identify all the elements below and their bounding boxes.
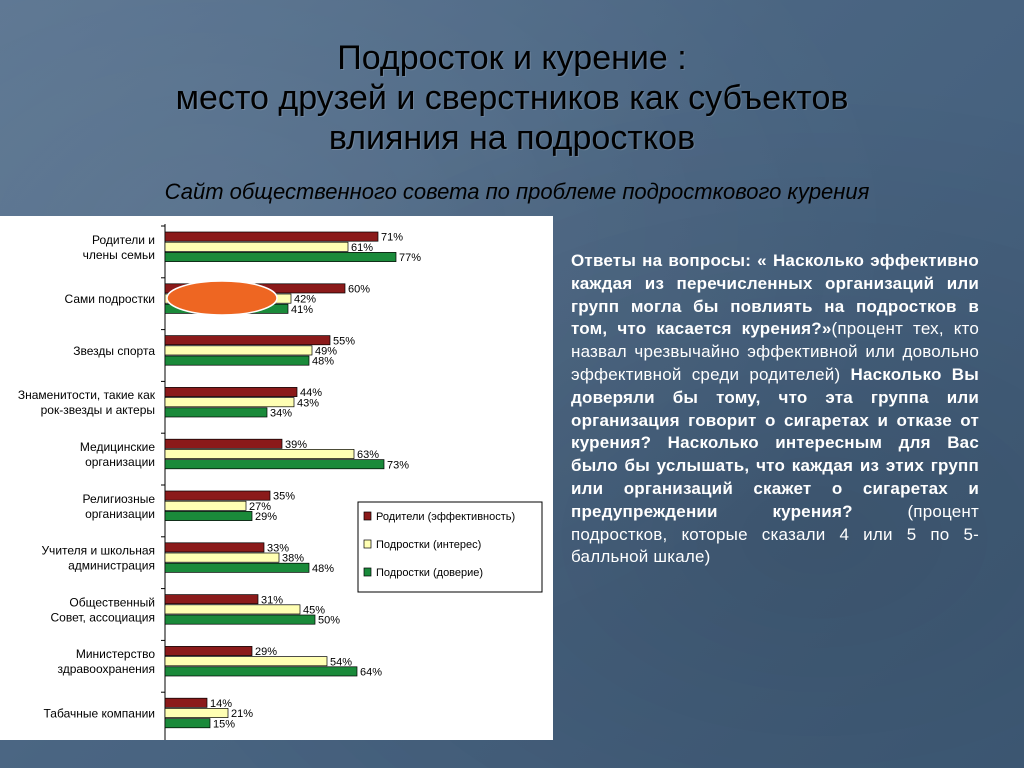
legend-swatch [363, 511, 372, 521]
legend-label: Родители (эффективность) [376, 511, 515, 523]
data-label: 42% [294, 294, 316, 306]
bar [164, 438, 283, 449]
bar [164, 718, 211, 729]
data-label: 55% [333, 335, 355, 347]
legend-label: Подростки (интерес) [376, 539, 481, 551]
highlight-ellipse [166, 280, 278, 316]
question-1-note: (процент тех, кто назвал чрезвычайно эфф… [571, 319, 980, 384]
category-label: Табачные компании [44, 707, 156, 721]
data-label: 54% [330, 656, 352, 668]
data-label: 21% [231, 708, 253, 720]
data-label: 29% [255, 646, 277, 658]
bar [164, 511, 253, 521]
question-2: Насколько Вы доверяли бы тому, что эта г… [571, 364, 979, 521]
category-label: Министерство [76, 647, 155, 661]
bar [164, 241, 349, 252]
data-label: 60% [348, 284, 370, 296]
data-label: 63% [357, 449, 379, 461]
bar [164, 697, 208, 708]
bar [164, 407, 268, 418]
category-label: Медицинские [80, 440, 155, 454]
bar [164, 490, 271, 501]
bar [164, 552, 280, 563]
title-line-1: Подросток и курение : [337, 39, 687, 77]
answers-lead: Ответы на вопросы: « [571, 251, 767, 270]
category-label: администрация [68, 559, 155, 573]
bar [164, 387, 298, 397]
data-label: 50% [318, 615, 340, 627]
category-label: здравоохранения [57, 662, 155, 676]
bar [164, 355, 310, 366]
data-label: 31% [261, 594, 283, 606]
category-label: организации [85, 507, 155, 521]
data-label: 64% [360, 667, 382, 679]
slide-title: Подросток и курение : место друзей и све… [0, 38, 1024, 158]
data-label: 33% [267, 543, 289, 555]
data-label: 38% [282, 553, 304, 565]
chart-panel: Родители и члены семьи 71% 61% 77% Сами подро… [0, 216, 553, 740]
legend-swatch [363, 539, 372, 549]
category-label: Звезды спорта [73, 344, 155, 358]
data-label: 27% [249, 501, 271, 513]
question-1: Насколько эффективно каждая из перечисле… [571, 251, 979, 339]
bar [164, 656, 328, 667]
question-2-note: (процент подростков, которые сказали 4 и… [571, 501, 979, 567]
data-label: 49% [315, 346, 337, 358]
bar [164, 604, 301, 615]
category-label: организации [85, 455, 155, 469]
category-label: Совет, ассоциация [51, 610, 156, 624]
category-label: Родители и [92, 233, 155, 247]
title-line-3: влияния на подростков [328, 119, 696, 157]
data-label: 14% [210, 698, 232, 710]
data-label: 29% [255, 511, 277, 523]
legend-swatch [363, 567, 372, 577]
data-label: 48% [312, 356, 334, 368]
bar [164, 500, 247, 511]
data-label: 35% [273, 491, 295, 503]
bar [164, 614, 316, 625]
category-label: члены семьи [83, 248, 155, 262]
bar [164, 449, 355, 459]
data-label: 44% [300, 387, 322, 399]
category-label: Учителя и школьная [41, 544, 155, 558]
category-label: рок-звезды и актеры [41, 403, 155, 417]
data-label: 34% [270, 408, 292, 420]
data-label: 15% [213, 718, 235, 730]
data-label: 41% [291, 304, 313, 316]
bar [164, 646, 253, 656]
bar [164, 231, 379, 242]
data-label: 73% [387, 459, 409, 471]
data-label: 45% [303, 605, 325, 617]
category-label: Сами подростки [65, 292, 155, 306]
category-label: Общественный [69, 595, 155, 609]
bar [164, 542, 265, 553]
title-line-2: место друзей и сверстников как субъектов [175, 79, 849, 117]
slide-subtitle: Сайт общественного совета по проблеме по… [164, 179, 870, 204]
data-label: 43% [297, 397, 319, 409]
legend-label: Подростки (доверие) [376, 567, 483, 579]
answers-text: Ответы на вопросы: « Насколько эффективн… [571, 250, 979, 569]
category-label: Религиозные [82, 492, 155, 506]
data-label: 61% [351, 242, 373, 254]
bar [164, 252, 397, 262]
data-label: 77% [399, 252, 421, 264]
data-label: 71% [381, 232, 403, 244]
bar [164, 666, 358, 677]
bar [164, 335, 331, 346]
legend-box [357, 501, 543, 593]
bar [164, 459, 385, 470]
bar [164, 397, 295, 408]
bar [164, 562, 310, 573]
bar [164, 708, 229, 718]
bar [164, 345, 313, 356]
data-label: 39% [285, 439, 307, 451]
data-label: 48% [312, 563, 334, 575]
category-label: Знаменитости, такие как [18, 388, 156, 402]
bar [164, 594, 259, 605]
